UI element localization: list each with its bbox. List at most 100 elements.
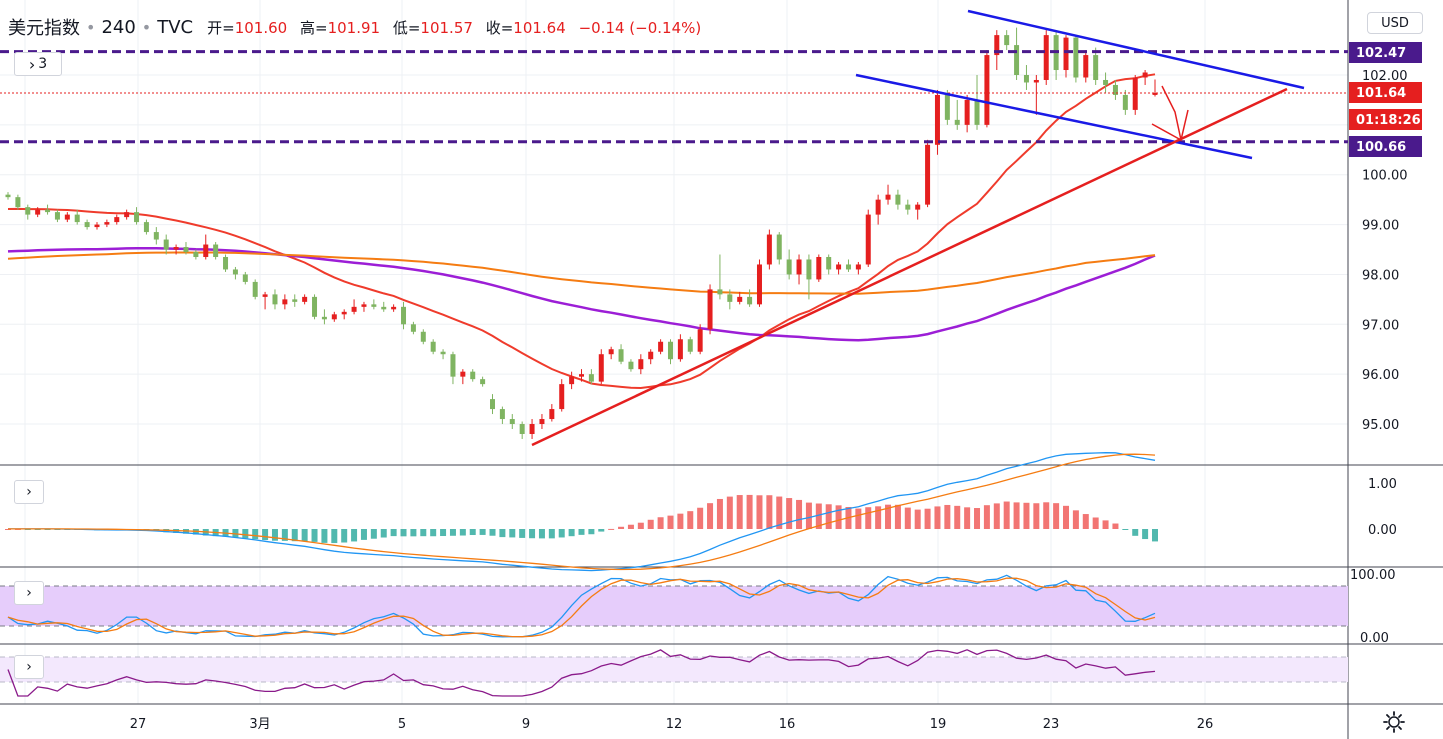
macd-histogram-bar xyxy=(1053,503,1060,529)
candle xyxy=(855,261,861,275)
candle xyxy=(1033,75,1039,115)
candle-body xyxy=(262,294,268,297)
macd-histogram-bar xyxy=(331,529,338,544)
time-axis-label: 27 xyxy=(130,717,147,732)
candle-body xyxy=(410,324,416,332)
candle xyxy=(1132,75,1138,115)
macd-histogram-bar xyxy=(548,529,555,539)
macd-histogram-bar xyxy=(865,507,872,529)
candle-body xyxy=(232,269,238,275)
macd-histogram-bar xyxy=(351,529,358,542)
candle xyxy=(361,301,367,312)
macd-histogram-bar xyxy=(667,515,674,529)
candle xyxy=(727,289,733,310)
candle-body xyxy=(727,294,733,302)
time-axis-label: 9 xyxy=(522,717,530,732)
macd-histogram-bar xyxy=(1112,523,1119,529)
candle-body xyxy=(1152,92,1158,95)
candle-body xyxy=(786,259,792,275)
macd-histogram-bar xyxy=(805,502,812,529)
candle xyxy=(1122,89,1128,115)
candle-body xyxy=(934,94,940,145)
time-axis-label: 26 xyxy=(1197,717,1214,732)
indicator-toggle-macd[interactable]: › xyxy=(14,480,44,504)
candle xyxy=(499,406,505,425)
macd-histogram-bar xyxy=(608,528,615,530)
candle-body xyxy=(361,304,367,307)
candle-body xyxy=(183,247,189,253)
macd-histogram-bar xyxy=(558,529,565,538)
candle xyxy=(450,351,456,385)
candle-body xyxy=(1122,94,1128,110)
open-label: 开= xyxy=(207,18,235,37)
forecast-arrow xyxy=(1161,85,1182,141)
gear-icon[interactable] xyxy=(1381,710,1407,734)
close-label: 收= xyxy=(485,18,514,37)
indicator-toggle-main[interactable]: › 3 xyxy=(14,52,62,76)
low-value: 101.57 xyxy=(420,18,473,37)
candle xyxy=(845,259,851,272)
macd-histogram-bar xyxy=(291,529,298,542)
candle-body xyxy=(1004,35,1010,46)
candle xyxy=(213,242,219,260)
candle-body xyxy=(321,316,327,320)
candle xyxy=(282,294,288,310)
candle-body xyxy=(994,35,1000,56)
macd-histogram-bar xyxy=(885,504,892,529)
candle xyxy=(232,266,238,280)
candle xyxy=(371,299,377,310)
candle-body xyxy=(559,384,565,410)
candle-body xyxy=(539,419,545,425)
candle xyxy=(875,194,881,225)
symbol-name[interactable]: 美元指数 xyxy=(8,18,80,39)
moving-average-purple xyxy=(7,246,1156,342)
candle xyxy=(569,371,575,390)
candle xyxy=(401,301,407,330)
indicator-toggle-rsi[interactable]: › xyxy=(14,655,44,679)
candle xyxy=(737,291,743,305)
candle-body xyxy=(677,339,683,360)
candle xyxy=(312,294,318,320)
macd-histogram-bar xyxy=(1132,529,1139,536)
candle xyxy=(74,209,80,225)
macd-histogram-bar xyxy=(459,529,466,536)
candle xyxy=(153,227,159,245)
candle-body xyxy=(806,259,812,280)
currency-button[interactable]: USD xyxy=(1367,12,1423,34)
candle xyxy=(776,232,782,265)
price-tick-label: 95.00 xyxy=(1362,418,1399,433)
candle xyxy=(1063,35,1069,78)
candle xyxy=(667,339,673,365)
macd-histogram-bar xyxy=(974,508,981,529)
candle xyxy=(1112,79,1118,100)
macd-histogram-bar xyxy=(400,529,407,537)
macd-histogram-bar xyxy=(469,529,476,536)
candle xyxy=(934,89,940,155)
candle-body xyxy=(608,349,614,355)
interval-label[interactable]: 240 xyxy=(101,16,136,38)
macd-histogram-bar xyxy=(954,505,961,529)
forecast-arrow-head xyxy=(1151,109,1189,142)
macd-histogram-bar xyxy=(1092,517,1099,529)
stoch-d-line xyxy=(7,577,1156,638)
time-axis-label: 12 xyxy=(666,717,683,732)
candle-body xyxy=(5,194,11,198)
macd-histogram-bar xyxy=(390,529,397,537)
ohlc-values: 开=101.60 高=101.91 低=101.57 收=101.64 −0.1… xyxy=(207,17,709,38)
open-value: 101.60 xyxy=(234,18,288,37)
candle xyxy=(1004,30,1010,51)
macd-histogram-bar xyxy=(1023,502,1030,529)
indicator-toggle-stoch[interactable]: › xyxy=(14,581,44,605)
macd-histogram-bar xyxy=(430,529,437,537)
candle-body xyxy=(974,99,980,125)
header-separator: • xyxy=(141,17,152,37)
candle-body xyxy=(302,296,308,302)
macd-histogram-bar xyxy=(489,529,496,536)
candle xyxy=(35,207,41,218)
chevron-right-icon: › xyxy=(26,659,32,675)
time-axis-label: 16 xyxy=(779,717,796,732)
macd-tick-label: 0.00 xyxy=(1368,523,1397,538)
candle-body xyxy=(420,331,426,342)
candle xyxy=(648,349,654,365)
